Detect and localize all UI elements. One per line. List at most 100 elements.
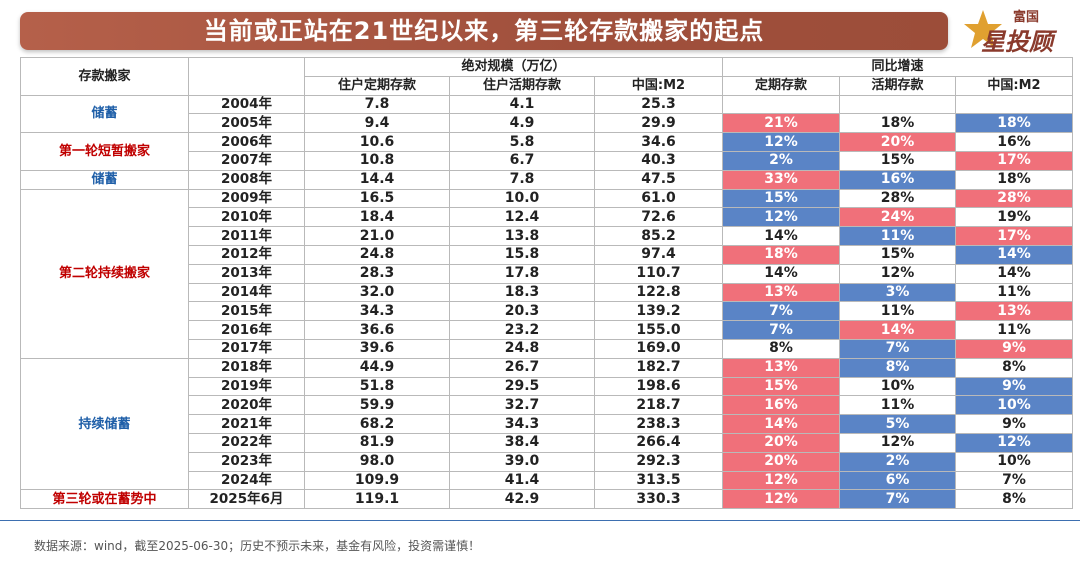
m2-growth-cell: 10% [955, 395, 1073, 416]
table-row: 持续储蓄 2018年 44.9 26.7 182.7 13% 8% 8% [20, 357, 1073, 491]
header-yoy-group: 同比增速 [722, 57, 1073, 77]
time-deposit-cell: 9.4 [304, 113, 450, 134]
time-deposit-cell: 59.9 [304, 395, 450, 416]
header-g-m2: 中国:M2 [955, 75, 1073, 96]
time-deposit-cell: 68.2 [304, 414, 450, 434]
time-growth-cell: 16% [722, 395, 840, 416]
demand-growth-cell: 11% [839, 301, 956, 322]
table-row: 2020年 59.9 32.7 218.7 16% 11% 10% [21, 395, 1073, 416]
time-deposit-cell: 44.9 [304, 357, 450, 378]
m2-growth-cell: 18% [955, 113, 1073, 134]
star-icon [964, 10, 1002, 48]
header-time-dep: 住户定期存款 [304, 75, 450, 96]
demand-growth-cell: 11% [839, 226, 956, 246]
time-growth-cell [722, 94, 840, 115]
year-cell: 2005年 [188, 113, 305, 134]
header-g-time: 定期存款 [722, 75, 840, 96]
title-banner: 当前或正站在21世纪以来，第三轮存款搬家的起点 [20, 12, 948, 50]
m2-cell: 182.7 [594, 357, 723, 378]
demand-growth-cell: 7% [839, 338, 956, 359]
time-growth-cell: 2% [722, 150, 840, 171]
table-row: 第三轮或在蓄势中 2025年6月 119.1 42.9 330.3 12% 7% 8% [20, 489, 1073, 510]
demand-deposit-cell: 41.4 [449, 470, 595, 491]
m2-cell: 72.6 [594, 207, 723, 228]
m2-growth-cell: 8% [955, 489, 1073, 510]
demand-deposit-cell: 4.1 [449, 94, 595, 115]
time-deposit-cell: 14.4 [304, 169, 450, 190]
m2-cell: 238.3 [594, 414, 723, 434]
time-growth-cell: 21% [722, 113, 840, 134]
demand-deposit-cell: 39.0 [449, 451, 595, 472]
logo-text-bottom: 星投顾 [981, 28, 1053, 56]
demand-deposit-cell: 10.0 [449, 188, 595, 209]
time-growth-cell: 12% [722, 207, 840, 228]
demand-deposit-cell: 23.2 [449, 320, 595, 340]
time-growth-cell: 14% [722, 414, 840, 434]
year-cell: 2004年 [188, 94, 305, 115]
time-deposit-cell: 7.8 [304, 94, 450, 115]
header-demand-dep: 住户活期存款 [449, 75, 595, 96]
demand-growth-cell: 2% [839, 451, 956, 472]
m2-growth-cell: 9% [955, 338, 1073, 359]
header-g-demand: 活期存款 [839, 75, 956, 96]
table-row: 储蓄 2004年 7.8 4.1 25.3 [20, 94, 1073, 134]
m2-growth-cell: 11% [955, 320, 1073, 340]
year-cell: 2019年 [188, 376, 305, 397]
m2-growth-cell: 9% [955, 376, 1073, 397]
time-growth-cell: 20% [722, 451, 840, 472]
demand-deposit-cell: 13.8 [449, 226, 595, 246]
demand-deposit-cell: 24.8 [449, 338, 595, 359]
demand-deposit-cell: 18.3 [449, 282, 595, 303]
time-deposit-cell: 24.8 [304, 244, 450, 265]
year-cell: 2011年 [188, 226, 305, 246]
table-row: 2014年 32.0 18.3 122.8 13% 3% 11% [21, 282, 1073, 303]
footer-divider [0, 520, 1080, 521]
time-growth-cell: 33% [722, 169, 840, 190]
m2-growth-cell: 14% [955, 263, 1073, 284]
demand-growth-cell: 28% [839, 188, 956, 209]
m2-growth-cell: 13% [955, 301, 1073, 322]
year-cell: 2007年 [188, 150, 305, 171]
m2-cell: 139.2 [594, 301, 723, 322]
m2-cell: 292.3 [594, 451, 723, 472]
year-cell: 2018年 [188, 357, 305, 378]
brand-logo: 富国 星投顾 [963, 4, 1073, 56]
demand-growth-cell: 15% [839, 244, 956, 265]
demand-growth-cell: 8% [839, 357, 956, 378]
table-row: 第二轮持续搬家 2009年 16.5 10.0 61.0 15% 28% 28% [20, 188, 1073, 359]
year-cell: 2024年 [188, 470, 305, 491]
time-deposit-cell: 10.8 [304, 150, 450, 171]
footer-source: 数据来源：wind，截至2025-06-30；历史不预示未来，基金有风险，投资需… [34, 539, 481, 553]
table-row: 2007年 10.8 6.7 40.3 2% 15% 17% [21, 150, 1073, 171]
time-deposit-cell: 119.1 [304, 489, 450, 510]
time-deposit-cell: 32.0 [304, 282, 450, 303]
time-deposit-cell: 16.5 [304, 188, 450, 209]
m2-cell: 198.6 [594, 376, 723, 397]
time-growth-cell: 15% [722, 188, 840, 209]
m2-cell: 169.0 [594, 338, 723, 359]
year-cell: 2015年 [188, 301, 305, 322]
demand-deposit-cell: 6.7 [449, 150, 595, 171]
time-deposit-cell: 109.9 [304, 470, 450, 491]
demand-deposit-cell: 32.7 [449, 395, 595, 416]
time-deposit-cell: 18.4 [304, 207, 450, 228]
time-growth-cell: 12% [722, 132, 840, 152]
time-deposit-cell: 36.6 [304, 320, 450, 340]
demand-deposit-cell: 7.8 [449, 169, 595, 190]
header-m2: 中国:M2 [594, 75, 723, 96]
time-deposit-cell: 39.6 [304, 338, 450, 359]
m2-cell: 313.5 [594, 470, 723, 491]
demand-deposit-cell: 34.3 [449, 414, 595, 434]
time-growth-cell: 13% [722, 282, 840, 303]
table-row: 2017年 39.6 24.8 169.0 8% 7% 9% [21, 338, 1073, 359]
table-row: 2005年 9.4 4.9 29.9 21% 18% 18% [21, 113, 1073, 134]
time-deposit-cell: 10.6 [304, 132, 450, 152]
demand-deposit-cell: 15.8 [449, 244, 595, 265]
m2-growth-cell: 19% [955, 207, 1073, 228]
time-growth-cell: 12% [722, 489, 840, 510]
stage-label: 储蓄 [20, 94, 189, 134]
m2-growth-cell: 28% [955, 188, 1073, 209]
year-cell: 2012年 [188, 244, 305, 265]
year-cell: 2023年 [188, 451, 305, 472]
year-cell: 2017年 [188, 338, 305, 359]
